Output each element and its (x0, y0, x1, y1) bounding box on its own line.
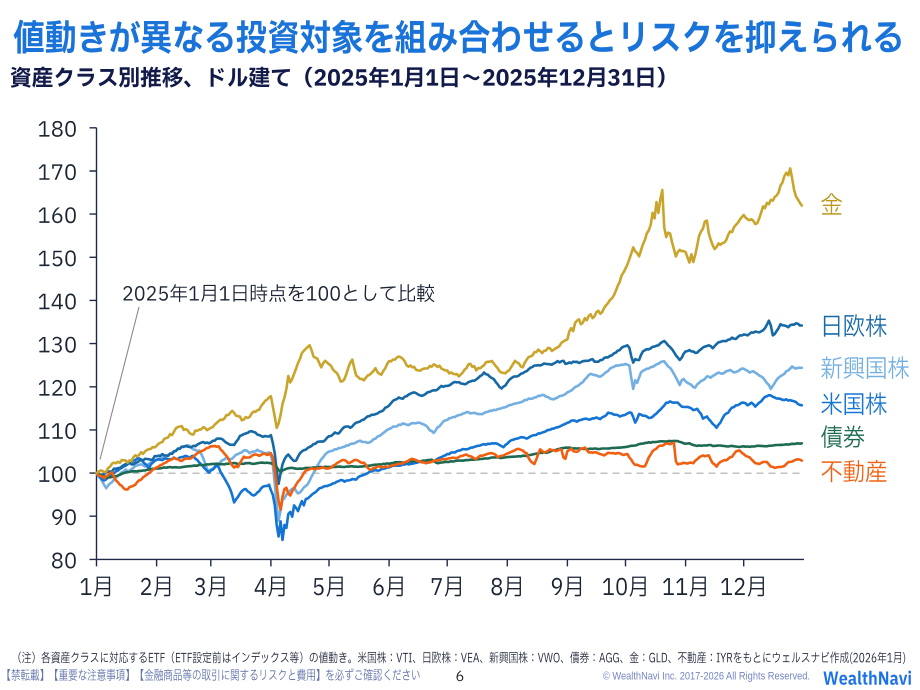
svg-text:© WealthNavi Inc. 2017-2026 Al: © WealthNavi Inc. 2017-2026 All Rights R… (603, 671, 810, 683)
